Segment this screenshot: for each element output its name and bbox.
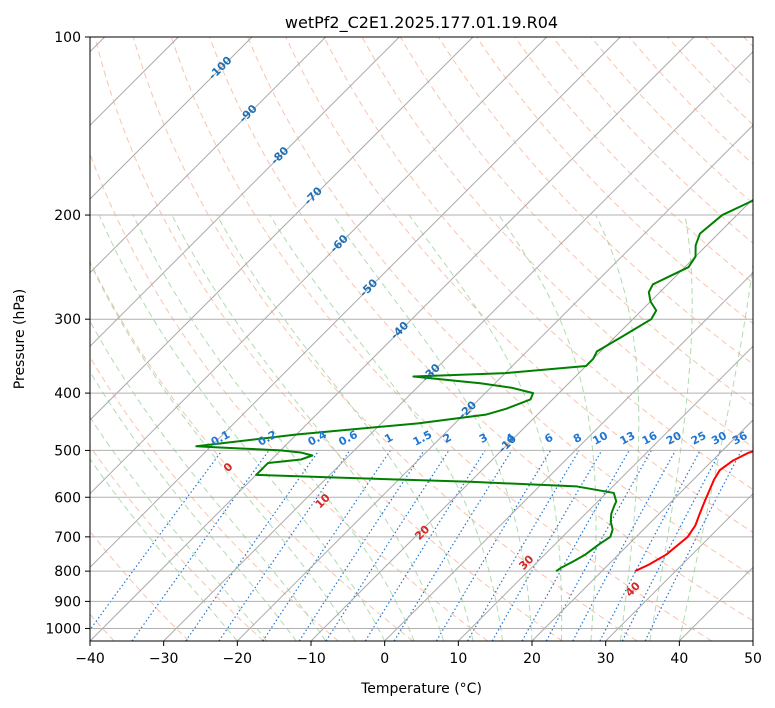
moist-adiabat (132, 214, 415, 641)
y-tick-label: 200 (54, 208, 81, 224)
y-tick-label: 100 (54, 30, 81, 46)
moist-adiabat (216, 214, 474, 641)
pressure-grid (90, 37, 753, 629)
dry-adiabat (170, 37, 712, 641)
dewpoint-profile-line (195, 199, 753, 572)
y-tick-label: 900 (54, 594, 81, 610)
mixing-ratio-line (393, 450, 513, 641)
moist-adiabat (269, 214, 504, 641)
moist-adiabat (90, 416, 268, 641)
x-tick-label: 20 (523, 651, 541, 667)
moist-adiabat (595, 214, 640, 641)
dry-adiabat (209, 37, 753, 622)
isotherm-line (90, 37, 327, 274)
dry-adiabat (247, 37, 753, 577)
x-tick-label: −30 (149, 651, 179, 667)
isotherm-line (310, 198, 753, 641)
mixing-ratio-label: 30 (709, 429, 729, 448)
dry-adiabat (94, 37, 563, 641)
mixing-ratio-label: 10 (590, 429, 610, 448)
isotherm-line (90, 37, 548, 495)
mixing-ratio-label: 20 (664, 429, 684, 448)
y-tick-label: 300 (54, 312, 81, 328)
background-lines (90, 37, 753, 641)
dry-adiabat (323, 37, 753, 491)
mixing-ratio-line (90, 450, 223, 631)
moist-adiabat (332, 214, 533, 641)
isotherm-line (605, 492, 753, 641)
isotherm-line (163, 50, 753, 641)
mixing-ratio-line (131, 450, 270, 641)
mixing-ratio-line (466, 450, 580, 641)
isotherm-line (384, 271, 753, 641)
isotherm-line (90, 37, 621, 569)
mixing-ratio-line (521, 450, 630, 641)
dry-adiabat (628, 37, 753, 165)
isotherm-line (236, 124, 753, 641)
isotherm-line (90, 37, 695, 641)
x-axis-title: Temperature (°C) (360, 681, 482, 697)
isotherm-line (90, 37, 474, 421)
y-tick-label: 400 (54, 386, 81, 402)
dry-adiabat (514, 37, 753, 284)
x-tick-label: −20 (223, 651, 253, 667)
y-tick-label: 500 (54, 443, 81, 459)
isotherm-line (90, 37, 400, 348)
dry-adiabat (399, 37, 753, 406)
moist-adiabat (98, 214, 386, 641)
x-tick-label: 50 (744, 651, 762, 667)
dry-adiabat (90, 445, 264, 641)
isotherm-line (457, 345, 753, 641)
y-tick-label: 700 (54, 530, 81, 546)
mixing-ratio-line (491, 450, 603, 641)
mixing-ratio-line (364, 450, 486, 641)
moist-adiabat (649, 214, 693, 641)
isotherm-line (531, 419, 753, 641)
x-axis-ticks: −40 −30 −20 −10 0 10 20 30 40 50 (75, 641, 762, 667)
mixing-ratio-label: 13 (618, 429, 638, 448)
mixing-ratio-label: 16 (640, 429, 660, 448)
mixing-ratio-label: 36 (730, 429, 750, 448)
y-tick-label: 1000 (45, 621, 81, 637)
y-tick-label: 800 (54, 564, 81, 580)
mixing-ratio-line (218, 450, 351, 641)
y-axis-title: Pressure (hPa) (12, 289, 28, 389)
dry-adiabat (132, 37, 638, 641)
mixing-ratio-label: 25 (689, 429, 709, 448)
y-tick-label: 600 (54, 490, 81, 506)
moist-adiabat (90, 370, 297, 641)
plot-frame (89, 36, 754, 642)
mixing-ratio-line (325, 450, 450, 641)
temperature-profile-line (634, 438, 753, 573)
x-tick-label: −10 (296, 651, 326, 667)
mixing-ratio-line (572, 450, 677, 641)
moist-adiabat (90, 320, 327, 641)
x-tick-label: 0 (380, 651, 389, 667)
moist-adiabat (171, 214, 445, 641)
dry-adiabat (590, 37, 753, 205)
moist-adiabat (90, 261, 356, 641)
moist-adiabat (90, 458, 238, 641)
x-tick-label: 30 (597, 651, 615, 667)
dry-adiabat (476, 37, 753, 325)
x-tick-label: 10 (449, 651, 467, 667)
isotherm-line (90, 37, 253, 200)
dry-adiabat (90, 260, 414, 641)
y-axis-ticks: 100 200 300 400 500 600 700 800 900 1000 (45, 30, 90, 637)
chart-title: wetPf2_C2E1.2025.177.01.19.R04 (285, 13, 558, 33)
moist-adiabat (678, 260, 753, 641)
x-tick-label: 40 (670, 651, 688, 667)
x-tick-label: −40 (75, 651, 105, 667)
profile-lines (195, 199, 753, 573)
moist-adiabat (408, 214, 563, 641)
plot-area (90, 37, 753, 641)
mixing-ratio-line (435, 450, 552, 641)
